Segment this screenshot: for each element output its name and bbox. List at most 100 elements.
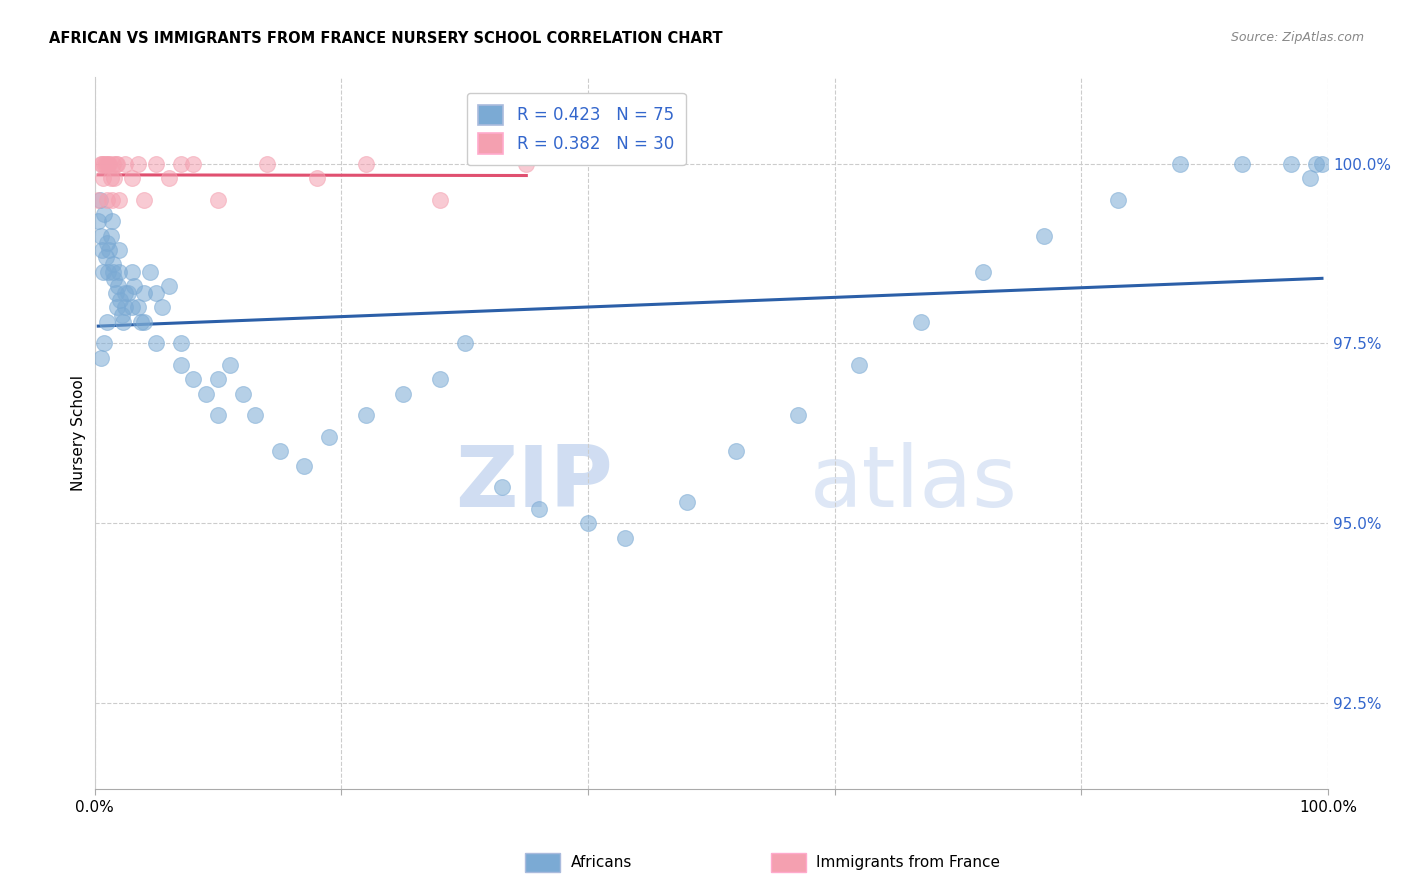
Point [108, 243, 131, 257]
Point [97, 264, 120, 278]
Point [1033, 228, 1056, 243]
Point [256, 157, 278, 171]
Point [110, 293, 132, 308]
Point [181, 157, 204, 171]
Point [207, 193, 229, 207]
Point [127, 157, 149, 171]
Point [1305, 157, 1327, 171]
Point [91, 157, 114, 171]
Point [111, 308, 134, 322]
Point [181, 372, 204, 386]
Point [392, 386, 415, 401]
Text: atlas: atlas [810, 442, 1018, 524]
Point [318, 430, 340, 444]
Point [114, 157, 136, 171]
Point [910, 315, 932, 329]
Point [101, 157, 124, 171]
Point [108, 264, 131, 278]
Point [101, 257, 124, 271]
Point [101, 214, 124, 228]
Text: Africans: Africans [571, 855, 633, 870]
Point [354, 409, 377, 423]
Point [90, 351, 112, 365]
Point [170, 358, 193, 372]
Point [207, 372, 229, 386]
Point [91, 243, 114, 257]
Point [1298, 171, 1320, 186]
Point [91, 264, 114, 278]
Text: AFRICAN VS IMMIGRANTS FROM FRANCE NURSERY SCHOOL CORRELATION CHART: AFRICAN VS IMMIGRANTS FROM FRANCE NURSER… [49, 31, 723, 46]
Point [194, 386, 217, 401]
Point [145, 157, 167, 171]
Point [104, 286, 127, 301]
Point [292, 458, 315, 473]
Point [103, 271, 125, 285]
Point [576, 516, 599, 530]
Point [90, 228, 112, 243]
Point [491, 480, 513, 494]
Point [170, 157, 193, 171]
Point [1107, 193, 1129, 207]
Point [94, 250, 117, 264]
Point [96, 235, 118, 250]
Point [104, 157, 127, 171]
Point [97, 157, 120, 171]
Point [132, 286, 155, 301]
Text: ZIP: ZIP [456, 442, 613, 524]
Point [117, 286, 139, 301]
Point [121, 264, 143, 278]
Point [139, 264, 162, 278]
Point [305, 171, 328, 186]
Point [527, 501, 550, 516]
Point [107, 279, 129, 293]
Point [94, 157, 117, 171]
Point [121, 301, 143, 315]
Point [91, 171, 114, 186]
Point [786, 409, 808, 423]
Point [96, 315, 118, 329]
Point [354, 157, 377, 171]
Point [1310, 157, 1333, 171]
Point [219, 358, 242, 372]
Point [100, 228, 122, 243]
Point [105, 301, 128, 315]
Point [152, 301, 174, 315]
Point [121, 171, 143, 186]
FancyBboxPatch shape [524, 853, 560, 872]
Point [170, 336, 193, 351]
Point [157, 171, 180, 186]
Point [90, 157, 112, 171]
Point [614, 531, 637, 545]
Text: Immigrants from France: Immigrants from France [815, 855, 1000, 870]
Point [87, 214, 110, 228]
Point [114, 286, 136, 301]
Point [114, 301, 136, 315]
Point [145, 286, 167, 301]
Point [131, 315, 153, 329]
Point [96, 193, 118, 207]
Point [101, 193, 124, 207]
Point [108, 193, 131, 207]
Point [1230, 157, 1253, 171]
Point [122, 279, 145, 293]
Point [127, 301, 149, 315]
FancyBboxPatch shape [770, 853, 806, 872]
Point [157, 279, 180, 293]
Point [243, 409, 266, 423]
Point [453, 336, 475, 351]
Text: Source: ZipAtlas.com: Source: ZipAtlas.com [1230, 31, 1364, 45]
Point [515, 157, 537, 171]
Point [724, 444, 747, 458]
Y-axis label: Nursery School: Nursery School [72, 376, 86, 491]
Point [1168, 157, 1191, 171]
Point [101, 264, 124, 278]
Point [93, 336, 115, 351]
Point [100, 171, 122, 186]
Point [207, 409, 229, 423]
Point [93, 157, 115, 171]
Legend: R = 0.423   N = 75, R = 0.382   N = 30: R = 0.423 N = 75, R = 0.382 N = 30 [467, 93, 686, 165]
Point [972, 264, 994, 278]
Point [98, 243, 121, 257]
Point [89, 193, 111, 207]
Point [105, 157, 128, 171]
